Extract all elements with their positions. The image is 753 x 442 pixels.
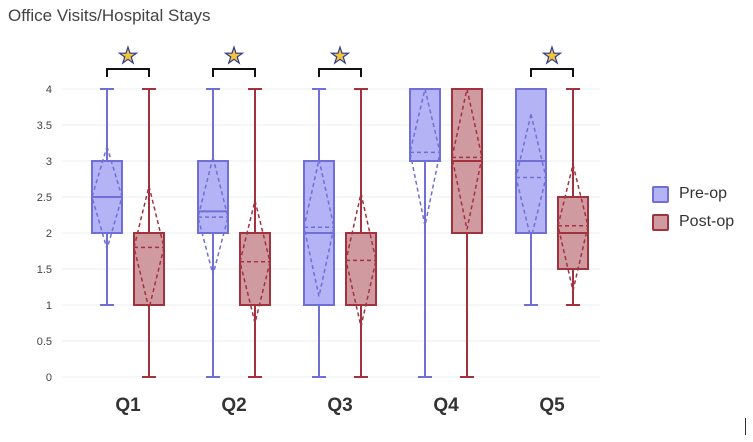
legend-item-post-op[interactable]: Post-op <box>652 208 734 236</box>
x-tick-label: Q5 <box>539 395 565 416</box>
legend: Pre-op Post-op <box>652 180 734 236</box>
x-tick-label: Q4 <box>433 395 459 416</box>
sd-diamond <box>197 157 229 278</box>
sd-diamond <box>557 164 589 291</box>
y-tick-label: 3 <box>46 156 52 168</box>
sd-diamond <box>133 186 165 309</box>
significance-q2: ★ <box>212 43 256 77</box>
sd-diamond <box>409 88 441 226</box>
box-pre-op-q1 <box>91 88 123 306</box>
y-tick-label: 2 <box>46 228 52 240</box>
star-icon: ★ <box>330 44 350 69</box>
sd-diamond <box>303 159 335 297</box>
iqr-box <box>133 232 165 306</box>
sd-diamond <box>345 193 377 327</box>
legend-label-pre-op: Pre-op <box>679 185 728 202</box>
legend-item-pre-op[interactable]: Pre-op <box>652 180 734 208</box>
box-pre-op-q4 <box>409 88 441 378</box>
legend-label-post-op: Post-op <box>679 213 735 230</box>
significance-q5: ★ <box>530 43 574 77</box>
significance-bracket <box>212 68 256 77</box>
legend-swatch-post-op <box>652 213 669 231</box>
sd-diamond <box>239 200 271 324</box>
y-axis-ticks: 0 0.5 1 1.5 2 2.5 3 3.5 4 <box>37 84 52 384</box>
sd-diamond <box>91 143 123 252</box>
significance-bracket <box>530 68 574 77</box>
y-tick-label: 1.5 <box>37 264 52 276</box>
sd-diamond <box>515 114 547 239</box>
iqr-box <box>197 160 229 234</box>
x-axis-ticks: Q1 Q2 Q3 Q4 Q5 <box>115 395 565 416</box>
x-tick-label: Q1 <box>115 395 141 416</box>
chart-title: Office Visits/Hospital Stays <box>8 6 211 25</box>
y-tick-label: 1 <box>46 300 52 312</box>
iqr-box <box>345 232 377 306</box>
y-tick-label: 4 <box>46 84 52 96</box>
box-post-op-q5 <box>557 88 589 306</box>
y-tick-label: 2.5 <box>37 192 52 204</box>
significance-bracket <box>106 68 150 77</box>
star-icon: ★ <box>542 44 562 69</box>
significance-q1: ★ <box>106 43 150 77</box>
box-pre-op-q3 <box>303 88 335 378</box>
sd-diamond <box>451 88 483 230</box>
x-tick-label: Q3 <box>327 395 352 416</box>
x-tick-label: Q2 <box>221 395 246 416</box>
text-cursor <box>745 418 746 435</box>
box-pre-op-q2 <box>197 88 229 378</box>
box-post-op-q4 <box>451 88 483 378</box>
significance-bracket <box>318 68 362 77</box>
star-icon: ★ <box>118 44 138 69</box>
significance-markers: ★ ★ ★ ★ <box>106 43 574 77</box>
y-tick-label: 0.5 <box>37 336 52 348</box>
y-tick-label: 3.5 <box>37 120 52 132</box>
box-post-op-q2 <box>239 88 271 378</box>
iqr-box <box>409 88 441 162</box>
box-series <box>91 88 589 378</box>
box-post-op-q3 <box>345 88 377 378</box>
legend-swatch-pre-op <box>652 185 669 203</box>
y-tick-label: 0 <box>46 372 52 384</box>
significance-q3: ★ <box>318 43 362 77</box>
box-pre-op-q5 <box>515 88 547 306</box>
star-icon: ★ <box>224 44 244 69</box>
box-post-op-q1 <box>133 88 165 378</box>
